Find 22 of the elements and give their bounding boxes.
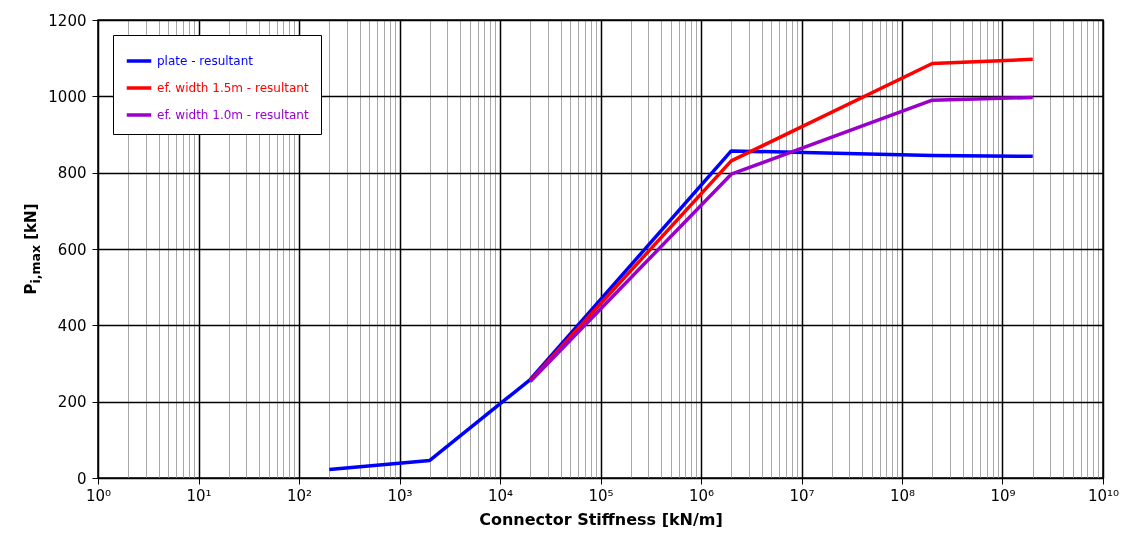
x-tick-label: 10⁷ xyxy=(789,486,815,505)
y-tick-label: 400 xyxy=(57,316,87,335)
x-tick-label: 10⁶ xyxy=(688,486,715,505)
y-tick-label: 800 xyxy=(57,164,87,183)
y-tick-label: 200 xyxy=(57,393,87,412)
x-tick-label: 10² xyxy=(286,486,313,505)
x-tick-label: 10¹ xyxy=(186,486,212,505)
y-tick-label: 0 xyxy=(76,469,87,488)
x-tick-label: 10⁵ xyxy=(588,486,614,505)
x-tick-label: 10⁸ xyxy=(889,486,916,505)
y-tick-label: 1200 xyxy=(48,11,87,30)
x-axis-title: Connector Stiffness [kN/m] xyxy=(479,509,723,529)
x-tick-label: 10¹⁰ xyxy=(1087,486,1120,505)
legend-label: ef. width 1.5m - resultant xyxy=(157,81,309,95)
legend-label: ef. width 1.0m - resultant xyxy=(157,108,309,122)
y-tick-label: 600 xyxy=(57,240,87,259)
x-tick-label: 10⁴ xyxy=(487,486,514,505)
x-tick-label: 10⁰ xyxy=(85,486,112,505)
x-tick-label: 10⁹ xyxy=(990,486,1016,505)
y-tick-label: 1000 xyxy=(48,87,87,106)
legend-label: plate - resultant xyxy=(157,54,254,68)
x-tick-label: 10³ xyxy=(387,486,413,505)
